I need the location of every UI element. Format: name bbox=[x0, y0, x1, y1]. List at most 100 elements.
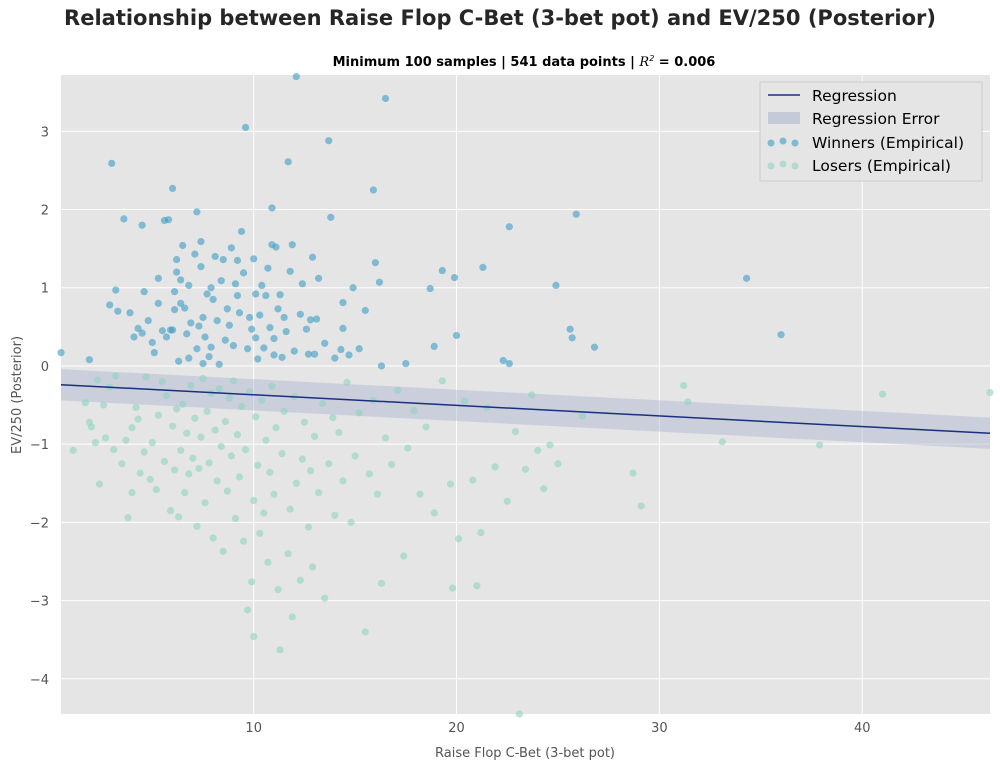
loser-point-150 bbox=[816, 441, 824, 449]
winner-point-41 bbox=[195, 322, 203, 330]
winner-point-95 bbox=[290, 347, 298, 355]
loser-point-37 bbox=[183, 429, 191, 437]
winner-point-11 bbox=[138, 221, 146, 229]
loser-point-117 bbox=[388, 460, 396, 469]
winner-point-86 bbox=[272, 243, 280, 251]
loser-point-13 bbox=[122, 436, 130, 444]
loser-point-137 bbox=[515, 710, 524, 718]
loser-point-34 bbox=[177, 446, 185, 455]
winner-point-16 bbox=[154, 299, 162, 307]
winner-point-72 bbox=[250, 255, 258, 263]
winner-point-121 bbox=[381, 94, 390, 103]
loser-point-85 bbox=[278, 449, 286, 458]
loser-point-94 bbox=[300, 418, 309, 426]
winner-point-105 bbox=[315, 274, 323, 282]
winner-point-119 bbox=[375, 278, 384, 286]
loser-point-25 bbox=[154, 411, 162, 419]
winner-point-132 bbox=[552, 281, 560, 289]
winner-point-110 bbox=[337, 345, 345, 354]
loser-point-149 bbox=[718, 438, 726, 446]
loser-point-129 bbox=[461, 397, 469, 405]
loser-point-138 bbox=[521, 465, 530, 473]
loser-point-49 bbox=[207, 389, 215, 397]
loser-point-96 bbox=[306, 467, 315, 475]
winner-point-82 bbox=[268, 204, 276, 212]
winner-point-45 bbox=[199, 360, 207, 368]
winner-point-21 bbox=[164, 216, 173, 224]
loser-point-103 bbox=[329, 413, 337, 422]
loser-point-47 bbox=[203, 407, 211, 415]
winner-point-130 bbox=[505, 223, 513, 231]
loser-point-152 bbox=[986, 388, 994, 397]
loser-point-75 bbox=[258, 396, 266, 404]
winner-point-50 bbox=[207, 343, 215, 351]
winner-point-81 bbox=[266, 324, 274, 332]
loser-point-29 bbox=[166, 507, 175, 515]
winner-point-20 bbox=[162, 333, 171, 341]
winner-point-80 bbox=[264, 264, 272, 272]
winner-point-96 bbox=[292, 72, 300, 81]
winner-point-29 bbox=[175, 357, 183, 365]
y-tick-label-4: 0 bbox=[41, 360, 49, 375]
winner-point-109 bbox=[331, 354, 339, 362]
winner-point-79 bbox=[262, 291, 270, 300]
winner-point-102 bbox=[308, 253, 317, 261]
chart-title: Relationship between Raise Flop C-Bet (3… bbox=[64, 6, 936, 30]
winner-point-91 bbox=[282, 327, 290, 336]
loser-point-91 bbox=[292, 479, 300, 487]
loser-point-52 bbox=[213, 477, 221, 485]
loser-point-35 bbox=[179, 400, 187, 408]
y-axis-label: EV/250 (Posterior) bbox=[10, 336, 25, 454]
legend-losers-swatch bbox=[767, 160, 799, 170]
loser-point-82 bbox=[272, 424, 280, 432]
loser-point-78 bbox=[264, 558, 272, 566]
loser-point-77 bbox=[262, 436, 270, 444]
winner-point-115 bbox=[355, 345, 363, 353]
loser-point-27 bbox=[160, 457, 169, 465]
winner-point-87 bbox=[274, 305, 282, 313]
winner-point-137 bbox=[742, 274, 751, 282]
loser-point-74 bbox=[256, 529, 264, 537]
winner-point-126 bbox=[450, 273, 459, 282]
loser-point-105 bbox=[335, 428, 343, 437]
winner-point-129 bbox=[499, 356, 507, 365]
loser-point-6 bbox=[95, 480, 104, 488]
loser-point-65 bbox=[239, 537, 248, 545]
loser-point-61 bbox=[231, 514, 240, 523]
loser-point-145 bbox=[629, 469, 637, 477]
loser-point-43 bbox=[195, 464, 203, 473]
loser-point-51 bbox=[211, 426, 219, 434]
winner-point-92 bbox=[284, 158, 292, 166]
winner-point-100 bbox=[304, 350, 313, 358]
loser-point-68 bbox=[246, 388, 254, 396]
winner-point-46 bbox=[201, 333, 209, 341]
loser-point-12 bbox=[118, 460, 126, 468]
loser-point-70 bbox=[250, 496, 258, 505]
winner-point-12 bbox=[140, 288, 148, 296]
loser-point-40 bbox=[189, 454, 197, 462]
loser-point-125 bbox=[438, 377, 446, 385]
loser-point-109 bbox=[351, 452, 359, 460]
subtitle-r2-label: R bbox=[638, 55, 649, 70]
winner-point-103 bbox=[310, 350, 319, 358]
loser-point-121 bbox=[410, 406, 418, 415]
y-tick-label-3: −1 bbox=[30, 438, 49, 453]
winner-point-74 bbox=[252, 334, 260, 342]
loser-point-98 bbox=[310, 432, 319, 440]
loser-point-130 bbox=[469, 476, 477, 484]
loser-point-102 bbox=[325, 460, 333, 468]
winner-point-36 bbox=[185, 354, 193, 362]
winner-point-68 bbox=[241, 123, 250, 132]
winner-point-118 bbox=[371, 259, 379, 267]
loser-point-39 bbox=[187, 381, 195, 390]
loser-point-30 bbox=[168, 422, 177, 430]
winner-point-10 bbox=[138, 329, 146, 337]
winner-point-6 bbox=[114, 307, 122, 315]
loser-point-116 bbox=[381, 434, 390, 442]
winner-point-1 bbox=[85, 356, 93, 364]
loser-point-33 bbox=[175, 513, 183, 521]
loser-point-120 bbox=[404, 444, 412, 452]
loser-point-110 bbox=[355, 409, 363, 417]
winner-point-9 bbox=[134, 324, 142, 333]
winner-point-128 bbox=[479, 263, 487, 272]
